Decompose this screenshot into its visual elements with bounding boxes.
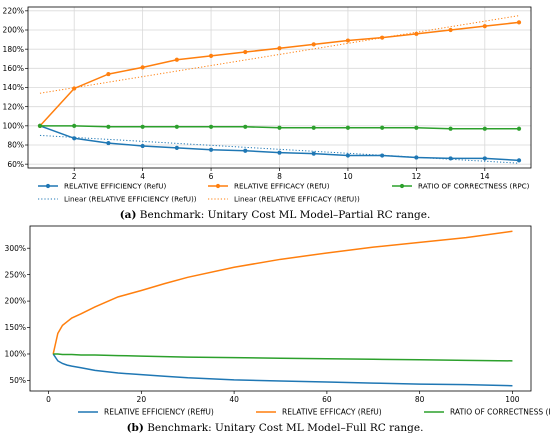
chart-a-point-correctness — [208, 124, 214, 129]
chart-a-point-correctness — [414, 125, 419, 130]
chart-b-xtick-label: 20 — [137, 395, 147, 404]
chart-a-point-correctness — [277, 125, 282, 130]
chart-a-point-correctness — [106, 124, 111, 129]
chart-a: 2 4 6 8 10 12 14 60% 80% 100% 120% 140% 160% 180% 200%… — [3, 6, 532, 204]
chart-b-ytick-label: 150% — [5, 323, 26, 332]
chart-a-point-efficacy — [277, 46, 282, 51]
chart-a-legend-label: RATIO OF CORRECTNESS (RPC) — [418, 182, 530, 191]
chart-b-legend-label: RELATIVE EFFICACY (REfU) — [282, 408, 382, 417]
chart-a-ytick-label: 200% — [3, 26, 24, 35]
chart-a-point-correctness — [482, 126, 487, 131]
chart-a-point-correctness — [72, 123, 77, 128]
caption-a-text: Benchmark: Unitary Cost ML Model–Partial… — [136, 209, 431, 221]
chart-a-xtick-label: 10 — [343, 172, 353, 181]
chart-a-point-efficiency — [414, 155, 419, 160]
caption-a: (a) Benchmark: Unitary Cost ML Model–Par… — [0, 209, 550, 221]
chart-a-xtick-label: 6 — [209, 172, 214, 181]
chart-a-point-efficiency — [174, 145, 179, 150]
chart-b-legend-label: RELATIVE EFFICIENCY (REffU) — [104, 408, 214, 417]
chart-b-xtick-label: 0 — [46, 395, 51, 404]
chart-a-point-efficiency — [311, 151, 316, 156]
chart-a-point-correctness — [37, 123, 43, 128]
chart-a-point-efficacy — [380, 35, 385, 40]
chart-b-ytick-label: 50% — [9, 376, 26, 385]
chart-a-point-efficacy — [516, 20, 522, 25]
chart-a-xtick-label: 14 — [480, 172, 490, 181]
chart-a-point-efficacy — [311, 42, 316, 47]
chart-b-legend-label: RATIO OF CORRECTNESS (RPC) — [450, 408, 550, 417]
chart-a-point-correctness — [516, 126, 522, 131]
chart-a-ytick-label: 120% — [3, 102, 24, 111]
caption-b: (b) Benchmark: Unitary Cost ML Model–Ful… — [0, 422, 550, 434]
chart-a-ytick-label: 100% — [3, 121, 24, 130]
chart-a-xtick-label: 4 — [140, 172, 145, 181]
chart-a-point-efficacy — [414, 31, 419, 36]
chart-b-plot-frame — [29, 225, 532, 392]
chart-a-point-correctness — [380, 125, 385, 130]
chart-a-point-efficiency — [72, 136, 77, 141]
chart-a-ytick-label: 180% — [3, 45, 24, 54]
chart-a-ytick-label: 140% — [3, 83, 24, 92]
chart-a-point-efficiency — [277, 150, 282, 155]
caption-a-label: (a) — [119, 209, 137, 221]
chart-a-xtick-label: 12 — [412, 172, 422, 181]
chart-a-ytick-label: 160% — [3, 64, 24, 73]
chart-a-point-efficiency — [448, 156, 453, 161]
chart-a-point-efficacy — [482, 24, 487, 29]
chart-a-legend-marker-efficacy — [215, 183, 221, 189]
chart-a-point-efficacy — [174, 57, 179, 62]
chart-a-legend-marker-correctness — [399, 183, 405, 189]
chart-a-point-correctness — [174, 124, 179, 129]
chart-a-trendline-efficacy — [39, 15, 520, 94]
chart-a-legend-label: Linear (RELATIVE EFFICIENCY (RefU)) — [64, 195, 197, 204]
chart-a-point-correctness — [448, 126, 453, 131]
chart-a-point-efficacy — [106, 71, 111, 77]
chart-a-point-efficiency — [516, 158, 522, 163]
chart-a-point-efficacy — [243, 49, 248, 55]
chart-a-legend-label: Linear (RELATIVE EFFICACY (REfU)) — [234, 195, 360, 204]
chart-a-point-efficacy — [72, 86, 77, 91]
chart-a-point-correctness — [140, 124, 145, 129]
chart-a-point-efficiency — [243, 148, 248, 153]
chart-b-series-correctness — [53, 353, 513, 362]
chart-b-xtick-label: 40 — [229, 395, 239, 404]
chart-b-series-efficacy — [52, 230, 513, 355]
chart-a-xtick-label: 2 — [72, 172, 77, 181]
chart-a-ytick-label: 80% — [7, 141, 24, 150]
chart-b-ytick-label: 100% — [5, 350, 26, 359]
chart-a-legend-marker-efficiency — [45, 183, 51, 189]
chart-b-xtick-label: 60 — [322, 395, 332, 404]
chart-a-point-efficacy — [345, 38, 351, 43]
chart-a-point-correctness — [311, 125, 316, 130]
caption-b-text: Benchmark: Unitary Cost ML Model–Full RC… — [143, 422, 424, 434]
chart-a-point-efficiency — [380, 153, 385, 158]
chart-a-point-efficiency — [208, 147, 214, 152]
chart-b-ytick-label: 300% — [5, 244, 26, 253]
chart-b-xtick-label: 100 — [505, 395, 520, 404]
chart-a-point-efficiency — [106, 140, 111, 146]
chart-a-point-efficiency — [345, 153, 351, 158]
chart-a-legend-label: RELATIVE EFFICIENCY (RefU) — [64, 182, 167, 191]
chart-a-point-efficacy — [140, 65, 145, 70]
chart-a-point-efficacy — [448, 27, 453, 33]
chart-b-ytick-label: 200% — [5, 297, 26, 306]
chart-a-ytick-label: 220% — [3, 6, 24, 15]
chart-a-ytick-label: 60% — [7, 160, 24, 169]
chart-a-point-efficiency — [140, 143, 145, 149]
chart-a-legend-label: RELATIVE EFFICACY (REfU) — [234, 182, 330, 191]
chart-b-xtick-label: 80 — [415, 395, 425, 404]
chart-a-point-correctness — [243, 124, 248, 129]
chart-b-ytick-label: 250% — [5, 270, 26, 279]
chart-b: 0 20 40 60 80 100 50% 100% 150% 200% 250% 300% RELAT… — [5, 225, 550, 417]
chart-a-point-correctness — [345, 125, 351, 130]
chart-a-plot-frame — [27, 6, 532, 169]
chart-a-xtick-label: 8 — [277, 172, 282, 181]
caption-b-label: (b) — [126, 422, 144, 434]
chart-a-point-efficiency — [482, 156, 487, 161]
chart-a-point-efficacy — [208, 53, 214, 58]
chart-b-series-efficiency — [52, 353, 513, 387]
